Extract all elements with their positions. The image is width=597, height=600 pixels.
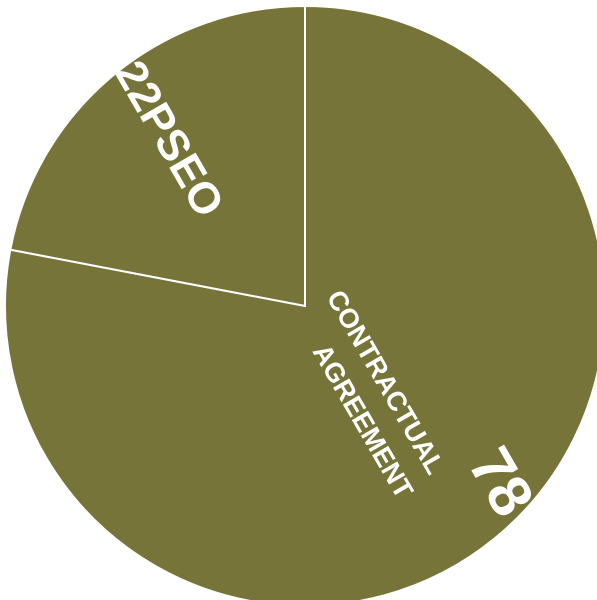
- pie-slice-pseo: [9, 4, 306, 308]
- pie-slices: [4, 4, 597, 600]
- pie-slice-contractual-agreement: [4, 4, 597, 600]
